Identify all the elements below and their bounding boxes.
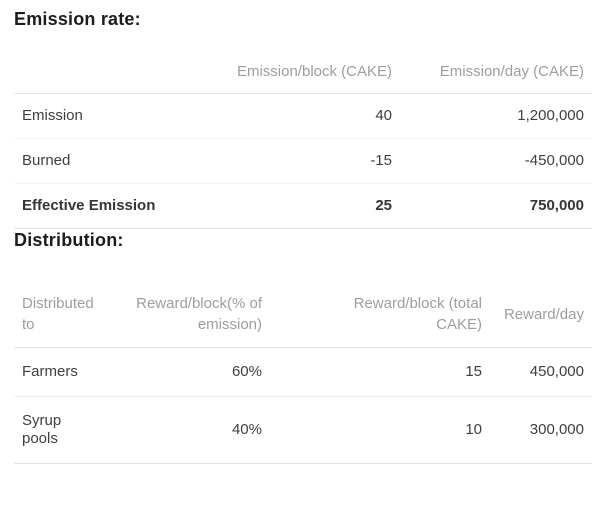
distribution-table: Distributed to Reward/block(% of emissio… (14, 285, 592, 464)
table-row-farmers: Farmers 60% 15 450,000 (14, 347, 592, 397)
column-header-emission-per-day: Emission/day (CAKE) (400, 51, 592, 94)
column-header-reward-per-block-total-label: Reward/block (total CAKE) (353, 295, 482, 333)
column-header-blank (14, 51, 207, 94)
table-row-syrup-pools: Syrup pools 40% 10 300,000 (14, 396, 592, 464)
reward-total-cake-value: 10 (270, 396, 490, 464)
row-label: Syrup pools (14, 396, 104, 464)
reward-per-day-value: 450,000 (490, 347, 592, 397)
emission-rate-heading: Emission rate: (14, 9, 141, 29)
column-header-reward-per-day: Reward/day (490, 285, 592, 348)
reward-per-day-value: 300,000 (490, 396, 592, 464)
docs-content: Emission rate: Emission/block (CAKE) Emi… (14, 8, 592, 464)
emission-per-block-value: -15 (207, 138, 400, 184)
row-label: Emission (14, 93, 207, 139)
table-row-burned: Burned -15 -450,000 (14, 138, 592, 184)
emission-per-day-value: -450,000 (400, 138, 592, 184)
column-header-distributed-to: Distributed to (14, 285, 104, 348)
emission-per-day-value: 1,200,000 (400, 93, 592, 139)
distribution-table-header-row: Distributed to Reward/block(% of emissio… (14, 285, 592, 348)
distribution-heading: Distribution: (14, 230, 124, 250)
table-row-emission: Emission 40 1,200,000 (14, 93, 592, 139)
column-header-reward-per-block-total: Reward/block (total CAKE) (270, 285, 490, 348)
emission-table-header-row: Emission/block (CAKE) Emission/day (CAKE… (14, 51, 592, 94)
table-row-effective-emission: Effective Emission 25 750,000 (14, 183, 592, 229)
emission-per-block-value: 25 (207, 183, 400, 229)
column-header-reward-per-block-percent: Reward/block(% of emission) (104, 285, 270, 348)
emission-per-day-value: 750,000 (400, 183, 592, 229)
column-header-emission-per-block: Emission/block (CAKE) (207, 51, 400, 94)
emission-rate-table: Emission/block (CAKE) Emission/day (CAKE… (14, 51, 592, 229)
row-label: Effective Emission (14, 183, 207, 229)
distribution-section: Distribution: Distributed to Reward/bloc… (14, 229, 592, 464)
emission-per-block-value: 40 (207, 93, 400, 139)
reward-percent-value: 40% (104, 396, 270, 464)
emission-rate-section: Emission rate: Emission/block (CAKE) Emi… (14, 8, 592, 229)
row-label: Farmers (14, 347, 104, 397)
reward-percent-value: 60% (104, 347, 270, 397)
row-label: Burned (14, 138, 207, 184)
reward-total-cake-value: 15 (270, 347, 490, 397)
